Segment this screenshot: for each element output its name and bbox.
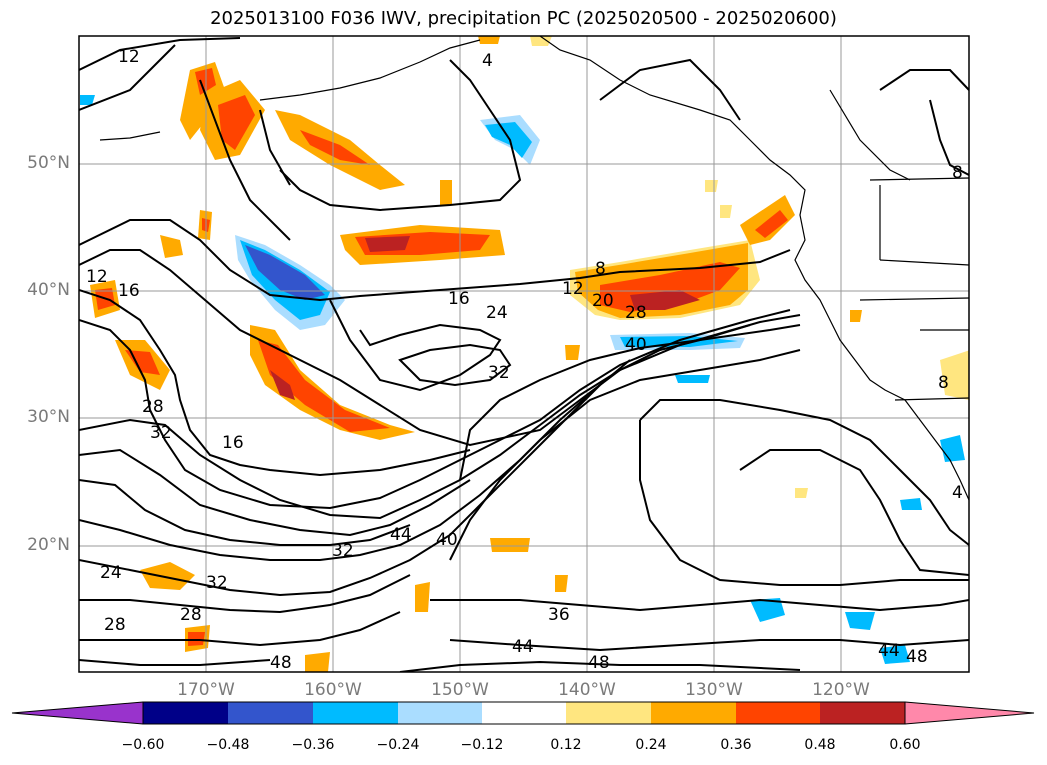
contour-label: 44: [512, 637, 534, 657]
contour-label: 24: [100, 563, 122, 583]
contour-labels: 12 4 8 12 16 8 12 20 16 24 28 40 32 28 3…: [86, 47, 963, 673]
colorbar-tick: −0.48: [206, 737, 250, 753]
colorbar-extend-low: [12, 702, 143, 724]
contour-label: 12: [118, 47, 140, 67]
colorbar-segment: [820, 702, 905, 724]
colorbar-tick: −0.60: [121, 737, 165, 753]
colorbar-tick: 0.36: [720, 737, 752, 753]
contour-label: 32: [150, 423, 172, 443]
contour-label: 28: [142, 397, 164, 417]
contour-label: 12: [86, 267, 108, 287]
lat-label-40n: 40°N: [27, 280, 70, 300]
contour-label: 48: [270, 653, 292, 673]
colorbar-segment: [566, 702, 651, 724]
contour-label: 16: [118, 281, 140, 301]
colorbar-extend-outline: [11, 701, 144, 725]
contour-label: 12: [562, 279, 584, 299]
contour-label: 16: [448, 289, 470, 309]
colorbar-tick: 0.48: [804, 737, 836, 753]
contour-label: 24: [486, 303, 508, 323]
lat-label-50n: 50°N: [27, 153, 70, 173]
graticule: [79, 36, 969, 672]
iwv-contours: [79, 37, 969, 672]
lon-label-150w: 150°W: [431, 680, 489, 700]
colorbar-segment: [398, 702, 482, 724]
colorbar-tick: 0.24: [635, 737, 667, 753]
contour-label: 16: [222, 433, 244, 453]
contour-label: 32: [206, 573, 228, 593]
colorbar-tick: 0.12: [550, 737, 582, 753]
colorbar-segment: [313, 702, 398, 724]
colorbar-segment: [143, 702, 228, 724]
lat-label-30n: 30°N: [27, 407, 70, 427]
contour-label: 20: [592, 291, 614, 311]
contour-label: 4: [952, 483, 963, 503]
plot-frame: [78, 35, 970, 673]
colorbar-frame: [142, 701, 906, 725]
contour-label: 32: [332, 541, 354, 561]
contour-label: 28: [625, 303, 647, 323]
contour-label: 4: [482, 51, 493, 71]
colorbar-segment: [228, 702, 313, 724]
lon-label-130w: 130°W: [685, 680, 743, 700]
lon-label-120w: 120°W: [812, 680, 870, 700]
colorbar-tick: −0.24: [376, 737, 420, 753]
map-title: 2025013100 F036 IWV, precipitation PC (2…: [210, 8, 837, 29]
colorbar-tick: −0.36: [291, 737, 335, 753]
colorbar: [11, 701, 1035, 725]
contour-label: 40: [625, 335, 647, 355]
contour-label: 36: [548, 605, 570, 625]
lon-label-140w: 140°W: [558, 680, 616, 700]
contour-label: 44: [878, 641, 900, 661]
contour-label: 32: [488, 363, 510, 383]
contour-label: 28: [180, 605, 202, 625]
contour-label: 44: [390, 525, 412, 545]
contour-label: 28: [104, 615, 126, 635]
colorbar-segment: [651, 702, 736, 724]
contour-label: 48: [906, 647, 928, 667]
contour-label: 40: [436, 530, 458, 550]
lon-label-160w: 160°W: [304, 680, 362, 700]
colorbar-segment: [736, 702, 820, 724]
colorbar-extend-outline: [904, 701, 1035, 725]
contour-label: 8: [938, 373, 949, 393]
lon-label-170w: 170°W: [177, 680, 235, 700]
lat-label-20n: 20°N: [27, 535, 70, 555]
colorbar-tick: −0.12: [460, 737, 504, 753]
contour-label: 8: [952, 163, 963, 183]
colorbar-extend-high: [905, 702, 1034, 724]
contour-label: 8: [595, 259, 606, 279]
contour-label: 48: [588, 653, 610, 673]
colorbar-tick: 0.60: [889, 737, 921, 753]
colorbar-segment: [482, 702, 566, 724]
coastline: [99, 36, 969, 501]
